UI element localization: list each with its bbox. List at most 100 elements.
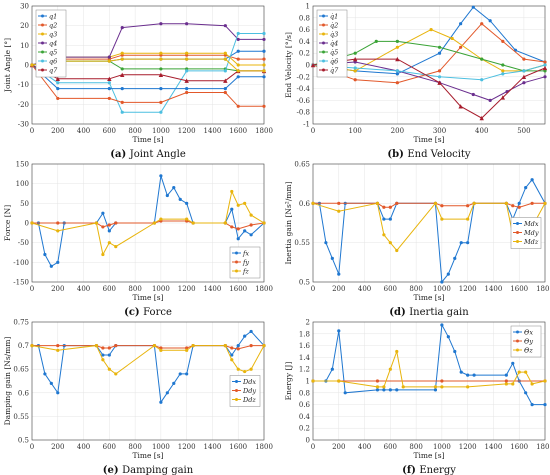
data-point (159, 174, 163, 178)
panel-b: 0 100 200 300 400 500 -1 -0.8 -0.6 -0.4 -0.2 0 0.2 0.… (284, 3, 548, 160)
data-point (107, 81, 111, 85)
x-tick-label: 1400 (204, 443, 222, 451)
data-point (56, 96, 60, 101)
series-line-fx (32, 175, 265, 268)
data-point (440, 379, 444, 383)
data-point (56, 87, 60, 91)
data-point (178, 197, 182, 201)
legend-marker (516, 330, 519, 334)
x-tick-label: 800 (128, 443, 141, 451)
series-line-q̇1 (312, 6, 546, 75)
data-point (236, 227, 240, 231)
data-point (159, 217, 163, 221)
legend-marker (322, 59, 325, 63)
data-point (101, 346, 105, 350)
y-tick-label: 0.8 (299, 14, 310, 22)
data-point (223, 69, 227, 73)
data-point (353, 69, 357, 73)
data-point (388, 388, 392, 392)
data-point (152, 344, 157, 348)
data-point (521, 74, 527, 79)
data-point (437, 75, 442, 79)
data-point (437, 51, 442, 55)
y-tick-label: -30 (18, 121, 29, 129)
data-point (466, 217, 470, 221)
data-point (504, 382, 508, 386)
data-point (517, 205, 521, 209)
data-point (488, 98, 492, 102)
data-point (524, 391, 528, 395)
x-tick-label: 400 (77, 443, 90, 451)
data-point (472, 373, 476, 377)
data-point (466, 373, 470, 377)
legend-marker (41, 68, 44, 72)
panel-caption: (d) Inertia gain (389, 307, 469, 318)
data-point (459, 370, 463, 374)
data-point (159, 67, 163, 71)
data-point (243, 229, 247, 233)
data-point (172, 381, 176, 385)
y-tick-label: -150 (13, 279, 29, 287)
caption-text: Energy (419, 465, 456, 475)
data-point (236, 63, 240, 67)
x-tick-label: 1000 (152, 443, 170, 451)
data-point (395, 388, 399, 392)
legend-marker (322, 50, 325, 54)
data-point (185, 51, 189, 55)
data-point (120, 26, 124, 30)
y-tick-label: 2 (306, 319, 310, 327)
legend-marker (41, 23, 44, 27)
data-point (511, 382, 515, 386)
x-tick-label: 600 (103, 127, 116, 135)
y-tick-label: 1.8 (299, 330, 310, 338)
data-point (107, 76, 112, 81)
data-point (480, 22, 484, 26)
data-point (107, 223, 111, 227)
data-point (158, 72, 164, 78)
data-point (230, 353, 234, 357)
data-point (479, 115, 484, 121)
data-point (184, 78, 189, 83)
data-point (262, 344, 266, 348)
series-line-q7 (31, 64, 264, 82)
x-axis-label: Time [s] (413, 135, 444, 144)
data-point (262, 221, 266, 225)
data-point (511, 204, 515, 208)
data-point (524, 186, 528, 190)
data-point (114, 372, 118, 376)
data-point (522, 69, 526, 73)
data-point (517, 201, 521, 205)
data-point (159, 51, 163, 55)
data-point (471, 92, 475, 97)
data-point (165, 391, 169, 395)
data-point (429, 28, 433, 32)
data-point (324, 241, 328, 245)
data-point (49, 381, 53, 385)
x-tick-label: 800 (128, 285, 141, 293)
data-point (395, 39, 399, 44)
data-point (159, 87, 163, 91)
data-point (223, 87, 227, 91)
data-point (382, 388, 386, 392)
plot-frame (312, 163, 546, 283)
data-point (159, 57, 163, 61)
data-point (382, 205, 386, 209)
data-point (500, 95, 506, 100)
caption-letter: (d) (389, 307, 409, 318)
legend-marker (516, 348, 519, 352)
data-point (236, 344, 240, 348)
y-tick-label: 0.2 (299, 425, 310, 433)
data-point (159, 400, 163, 404)
y-tick-label: -0.4 (297, 85, 311, 93)
legend-marker (235, 251, 238, 255)
x-tick-label: 800 (409, 443, 422, 451)
x-tick-label: 1600 (229, 443, 247, 451)
caption-letter: (a) (110, 149, 129, 160)
x-tick-label: 1000 (433, 285, 451, 293)
data-point (330, 367, 334, 371)
data-point (337, 329, 341, 333)
data-point (94, 221, 99, 225)
y-tick-label: 1 (306, 3, 310, 11)
y-tick-label: 0.7 (18, 342, 29, 350)
legend-label: q1 (49, 12, 57, 20)
